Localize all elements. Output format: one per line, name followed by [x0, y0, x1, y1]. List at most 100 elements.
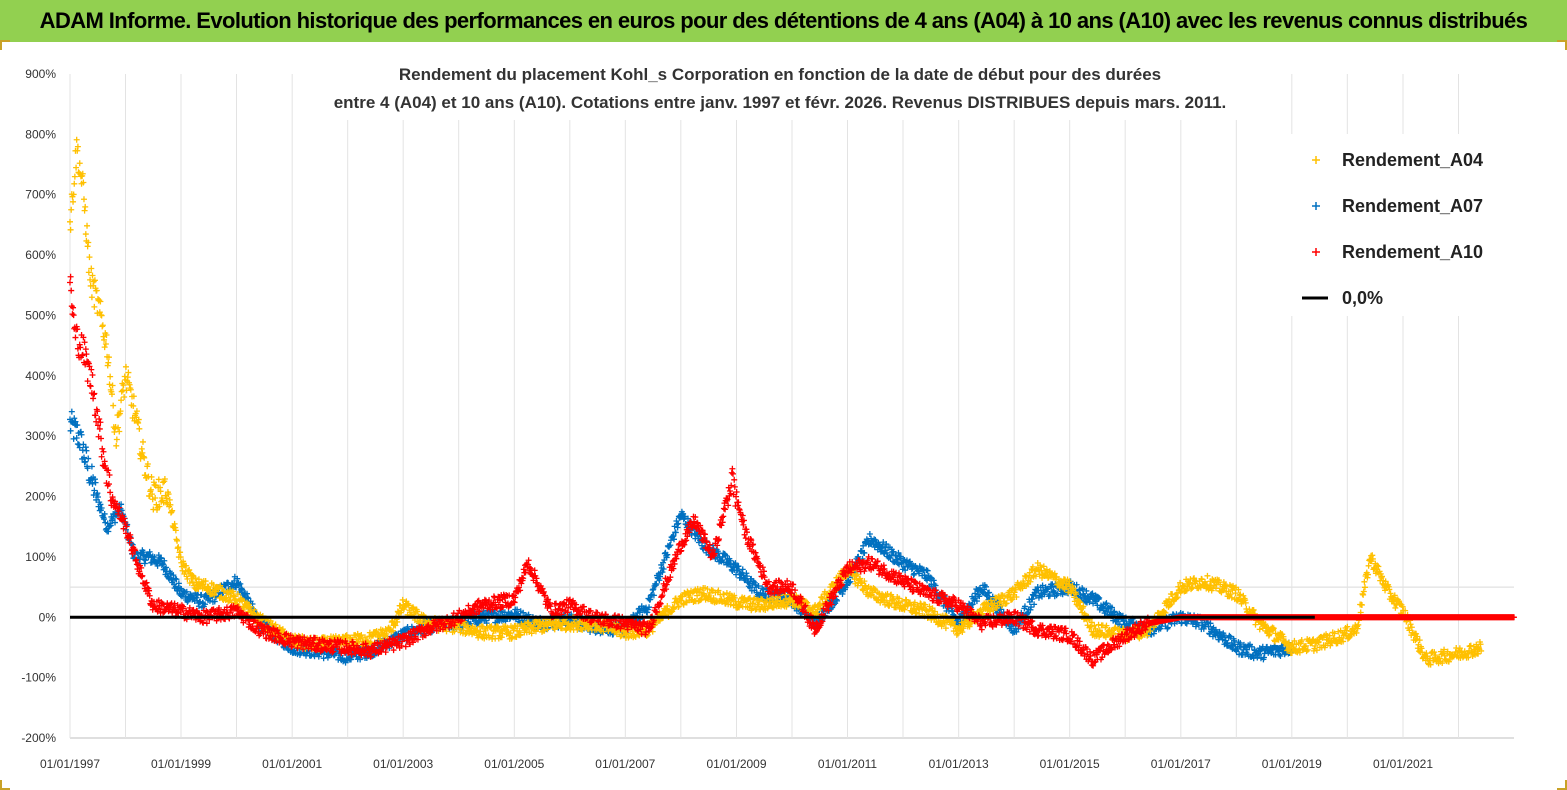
data-point: [103, 332, 110, 339]
x-tick-label: 01/01/1997: [40, 757, 100, 771]
data-point: [1361, 578, 1368, 585]
data-point: [67, 273, 74, 280]
data-point: [113, 442, 120, 449]
x-tick-label: 01/01/2015: [1040, 757, 1100, 771]
data-point: [76, 160, 83, 167]
data-point: [211, 592, 218, 599]
data-point: [1090, 600, 1097, 607]
y-axis-ticks: 900%800%700%600%500%400%300%200%100%0%-1…: [21, 67, 56, 745]
data-point: [68, 408, 75, 415]
data-point: [133, 408, 140, 415]
data-point: [173, 576, 180, 583]
data-point: [189, 572, 196, 579]
data-point: [165, 491, 172, 498]
x-tick-label: 01/01/2009: [706, 757, 766, 771]
data-point: [660, 565, 667, 572]
data-point: [74, 422, 81, 429]
x-tick-label: 01/01/2007: [595, 757, 655, 771]
data-point: [866, 530, 873, 537]
data-point: [118, 397, 125, 404]
data-point: [116, 428, 123, 435]
data-point: [91, 487, 98, 494]
data-point: [83, 351, 90, 358]
data-point: [85, 239, 92, 246]
data-point: [1392, 604, 1399, 611]
y-tick-label: 800%: [25, 127, 56, 141]
data-point: [1031, 601, 1038, 608]
data-point: [140, 549, 147, 556]
data-point: [130, 402, 137, 409]
data-point: [94, 493, 101, 500]
data-point: [167, 501, 174, 508]
data-point: [675, 520, 682, 527]
data-point: [113, 436, 120, 443]
x-tick-label: 01/01/2001: [262, 757, 322, 771]
data-point: [82, 231, 89, 238]
data-point: [916, 570, 923, 577]
data-point: [85, 269, 92, 276]
data-point: [1206, 631, 1213, 638]
data-point: [357, 656, 364, 663]
data-point: [239, 586, 246, 593]
data-point: [672, 529, 679, 536]
data-point: [117, 408, 124, 415]
x-tick-label: 01/01/2017: [1151, 757, 1211, 771]
data-point: [186, 580, 193, 587]
data-point: [89, 371, 96, 378]
chart: 900%800%700%600%500%400%300%200%100%0%-1…: [21, 58, 1517, 771]
data-point: [520, 609, 527, 616]
data-point: [101, 344, 108, 351]
data-point: [78, 431, 85, 438]
data-point: [183, 588, 190, 595]
data-point: [650, 592, 657, 599]
data-point: [115, 424, 122, 431]
data-point: [727, 557, 734, 564]
data-point: [139, 449, 146, 456]
data-point: [98, 312, 105, 319]
data-point: [130, 393, 137, 400]
data-point: [972, 595, 979, 602]
data-point: [70, 435, 77, 442]
data-point: [177, 554, 184, 561]
data-point: [1250, 655, 1257, 662]
data-point: [105, 359, 112, 366]
page-title: ADAM Informe. Evolution historique des p…: [39, 8, 1528, 33]
data-point: [211, 598, 218, 605]
y-tick-label: -200%: [21, 731, 56, 745]
data-point: [71, 415, 78, 422]
data-point: [161, 475, 168, 482]
frame-corner-bottom-left: [0, 780, 10, 790]
data-point: [122, 363, 129, 370]
data-point: [125, 369, 132, 376]
data-point: [320, 655, 327, 662]
data-point: [93, 287, 100, 294]
data-point: [986, 589, 993, 596]
x-tick-label: 01/01/2005: [484, 757, 544, 771]
data-point: [120, 382, 127, 389]
y-tick-label: 0%: [39, 610, 57, 624]
data-point: [139, 438, 146, 445]
data-point: [157, 488, 164, 495]
data-point: [1207, 620, 1214, 627]
x-tick-label: 01/01/2013: [929, 757, 989, 771]
data-point: [1276, 651, 1283, 658]
data-point: [895, 549, 902, 556]
data-point: [1277, 653, 1284, 660]
data-point: [160, 561, 167, 568]
data-point: [1083, 587, 1090, 594]
data-point: [68, 287, 75, 294]
data-point: [152, 495, 159, 502]
data-point: [74, 143, 81, 150]
data-point: [96, 309, 103, 316]
data-point: [135, 416, 142, 423]
frame-corner-top-right: [1557, 40, 1567, 50]
chart-plot-area: [67, 136, 1517, 669]
data-point: [91, 303, 98, 310]
data-point: [70, 191, 77, 198]
data-point: [1248, 643, 1255, 650]
data-point: [84, 465, 91, 472]
data-point: [170, 572, 177, 579]
data-point: [107, 373, 114, 380]
data-point: [148, 473, 155, 480]
data-point: [85, 455, 92, 462]
